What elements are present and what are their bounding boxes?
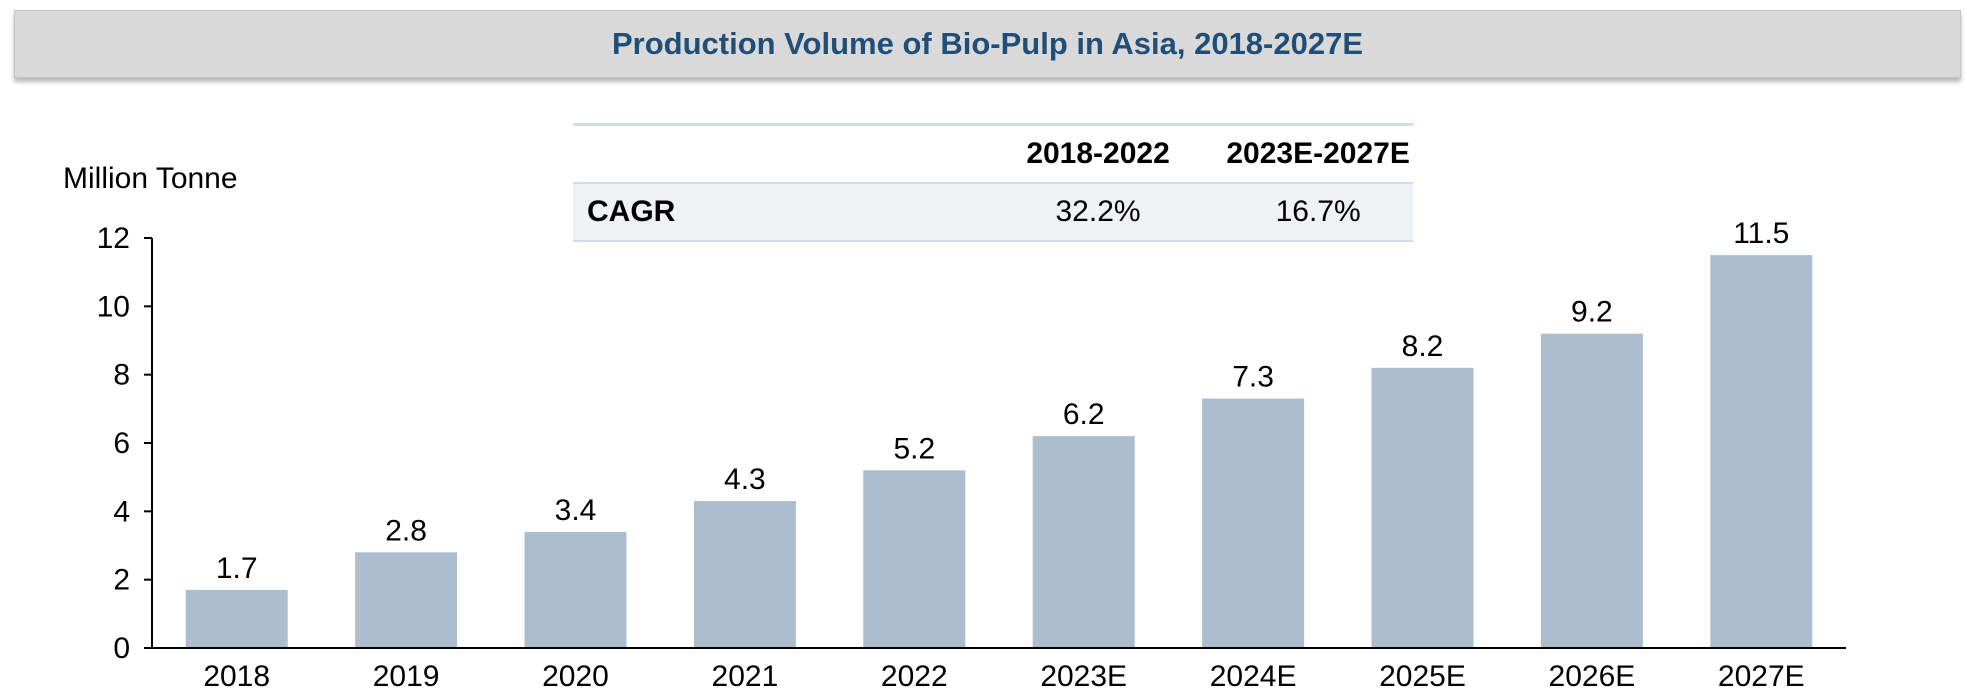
data-label-2021: 4.3 [724, 463, 766, 496]
y-tick-label-8: 8 [113, 359, 130, 392]
x-tick-label-2022: 2022 [881, 660, 948, 693]
cagr-header-row: 2018-2022 2023E-2027E [573, 126, 1413, 184]
bar-2023E [1032, 436, 1135, 648]
bar-2020 [524, 531, 627, 648]
y-tick-label-4: 4 [113, 495, 130, 528]
data-label-2019: 2.8 [385, 514, 427, 547]
x-tick-label-2025E: 2025E [1379, 660, 1466, 693]
x-tick-label-2021: 2021 [712, 660, 779, 693]
chart-title: Production Volume of Bio-Pulp in Asia, 2… [611, 26, 1364, 61]
x-tick-label-2027E: 2027E [1718, 660, 1805, 693]
cagr-value-period-1: 32.2% [1055, 195, 1141, 228]
bar-2026E [1540, 333, 1643, 648]
bar-2027E [1710, 255, 1813, 649]
data-label-2020: 3.4 [555, 494, 597, 527]
y-tick-label-6: 6 [113, 427, 130, 460]
data-label-2024E: 7.3 [1232, 361, 1274, 394]
data-label-2023E: 6.2 [1063, 398, 1105, 431]
y-tick-label-10: 10 [97, 290, 130, 323]
bar-2025E [1371, 367, 1474, 648]
x-tick-label-2019: 2019 [373, 660, 440, 693]
y-axis-title: Million Tonne [63, 162, 238, 195]
data-label-2022: 5.2 [893, 432, 935, 465]
y-tick-label-12: 12 [97, 222, 130, 255]
y-tick-label-2: 2 [113, 564, 130, 597]
x-tick-label-2018: 2018 [203, 660, 270, 693]
bar-2018 [185, 589, 288, 648]
data-label-2027E: 11.5 [1733, 217, 1789, 250]
bar-2021 [693, 501, 796, 648]
title-banner: Production Volume of Bio-Pulp in Asia, 2… [14, 10, 1961, 78]
x-tick-label-2023E: 2023E [1040, 660, 1127, 693]
cagr-value-period-2: 16.7% [1275, 195, 1361, 228]
data-label-2018: 1.7 [216, 552, 258, 585]
bar-2024E [1202, 398, 1305, 648]
cagr-header-period-1: 2018-2022 [1026, 137, 1170, 170]
x-tick-label-2020: 2020 [542, 660, 609, 693]
cagr-value-row: CAGR 32.2% 16.7% [573, 184, 1413, 242]
cagr-table: 2018-2022 2023E-2027E CAGR 32.2% 16.7% [573, 123, 1413, 242]
cagr-header-period-2: 2023E-2027E [1226, 137, 1410, 170]
data-label-2025E: 8.2 [1402, 330, 1444, 363]
data-label-2026E: 9.2 [1571, 296, 1613, 329]
cagr-row-label: CAGR [587, 195, 676, 228]
x-tick-label-2024E: 2024E [1210, 660, 1297, 693]
bar-2022 [863, 470, 966, 648]
x-tick-label-2026E: 2026E [1549, 660, 1636, 693]
y-tick-label-0: 0 [113, 632, 130, 665]
bar-2019 [355, 552, 458, 648]
